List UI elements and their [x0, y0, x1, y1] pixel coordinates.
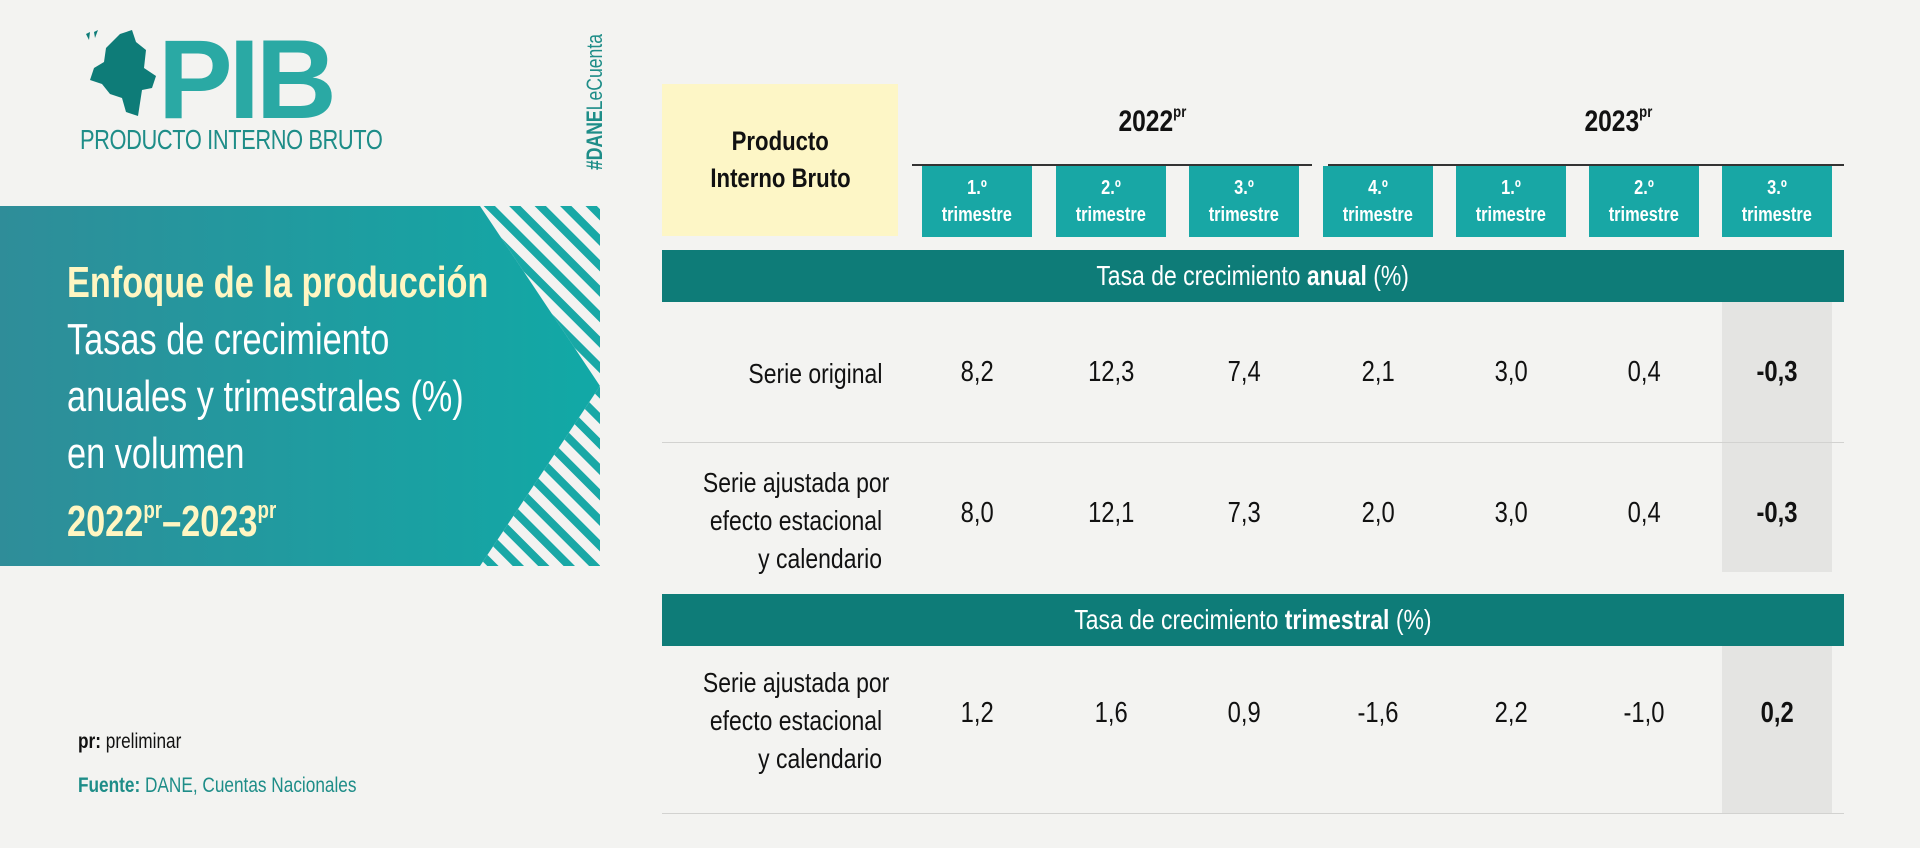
quarter-header: 3.º trimestre	[1722, 166, 1832, 237]
header-line-2: Interno Bruto	[709, 163, 851, 193]
year-divider	[912, 164, 1844, 166]
quarter-header: 2.º trimestre	[1056, 166, 1166, 237]
pib-subtitle: PRODUCTO INTERNO BRUTO	[80, 124, 383, 155]
pib-logo: PIB PRODUCTO INTERNO BRUTO	[80, 24, 400, 158]
highlight-column-annual	[1722, 302, 1832, 572]
table-cell: 2,0	[1361, 497, 1395, 529]
highlight-column-quarterly	[1722, 646, 1832, 814]
banner-line-3: anuales y trimestrales (%)	[67, 372, 464, 421]
table-cell: 0,4	[1627, 356, 1661, 388]
hashtag-rest: LeCuenta	[582, 34, 607, 111]
period-dash: –	[162, 497, 182, 546]
pib-title: PIB	[158, 17, 337, 142]
table-cell: 12,3	[1087, 356, 1135, 388]
pr-label: pr:	[78, 730, 101, 753]
year-divider-gap	[1312, 163, 1328, 167]
table-cell: 7,3	[1227, 497, 1261, 529]
period-start-sup: pr	[143, 497, 163, 524]
hashtag: #DANELeCuenta	[582, 10, 607, 170]
table-cell: 1,6	[1094, 697, 1128, 729]
banner-arrow-shape	[0, 206, 600, 566]
table-cell-latest: -0,3	[1756, 497, 1798, 529]
section-annual-growth: Tasa de crecimiento anual (%)	[662, 250, 1844, 302]
section-quarterly-growth: Tasa de crecimiento trimestral (%)	[662, 594, 1844, 646]
gdp-table: Producto Interno Bruto 2022pr 2023pr 1.º t…	[662, 84, 1844, 814]
period-end-sup: pr	[257, 497, 277, 524]
row-label-serie-ajustada-trimestral: Serie ajustada por efecto estacional y c…	[702, 667, 890, 774]
colombia-map-icon	[86, 30, 156, 116]
table-cell: 3,0	[1494, 497, 1528, 529]
table-cell: 8,2	[960, 356, 994, 388]
source-text: DANE, Cuentas Nacionales	[144, 774, 357, 797]
quarter-header: 3.º trimestre	[1189, 166, 1299, 237]
quarter-header: 1.º trimestre	[1456, 166, 1566, 237]
table-cell-latest: -0,3	[1756, 356, 1798, 388]
table-cell: 1,2	[960, 697, 994, 729]
table-cell: -1,6	[1357, 697, 1399, 729]
source-note: Fuente: DANE, Cuentas Nacionales	[78, 774, 357, 798]
table-cell: 7,4	[1227, 356, 1261, 388]
quarter-header: 4.º trimestre	[1323, 166, 1433, 237]
banner-headline: Enfoque de la producción	[67, 258, 489, 307]
table-cell: -1,0	[1623, 697, 1665, 729]
row-divider	[662, 813, 1844, 814]
table-cell: 2,1	[1361, 356, 1395, 388]
year-header-2023: 2023pr	[1584, 104, 1652, 138]
row-divider	[662, 442, 1844, 443]
footnotes: pr: preliminar Fuente: DANE, Cuentas Nac…	[78, 730, 418, 798]
source-label: Fuente:	[78, 774, 141, 797]
table-cell: 12,1	[1087, 497, 1135, 529]
table-cell: 2,2	[1494, 697, 1528, 729]
hashtag-bold: #DANE	[582, 110, 607, 170]
period-start: 2022	[67, 497, 144, 546]
table-cell: 0,4	[1627, 497, 1661, 529]
table-cell: 3,0	[1494, 356, 1528, 388]
banner-line-2: Tasas de crecimiento	[67, 315, 390, 364]
table-cell: 0,9	[1227, 697, 1261, 729]
table-cell: 8,0	[960, 497, 994, 529]
table-cell-latest: 0,2	[1760, 697, 1794, 729]
title-banner: Enfoque de la producción Tasas de crecim…	[0, 206, 600, 566]
pr-text: preliminar	[105, 730, 182, 753]
header-line-1: Producto	[731, 126, 829, 156]
banner-line-4: en volumen	[67, 429, 245, 478]
row-label-serie-ajustada-anual: Serie ajustada por efecto estacional y c…	[702, 467, 890, 574]
banner-period: 2022pr–2023pr	[67, 482, 473, 550]
row-label-serie-original: Serie original	[747, 358, 882, 389]
quarter-header: 2.º trimestre	[1589, 166, 1699, 237]
year-header-2022: 2022pr	[1118, 104, 1186, 138]
period-end: 2023	[181, 497, 258, 546]
table-corner-header: Producto Interno Bruto	[662, 84, 898, 236]
preliminary-note: pr: preliminar	[78, 730, 357, 754]
quarter-header: 1.º trimestre	[922, 166, 1032, 237]
